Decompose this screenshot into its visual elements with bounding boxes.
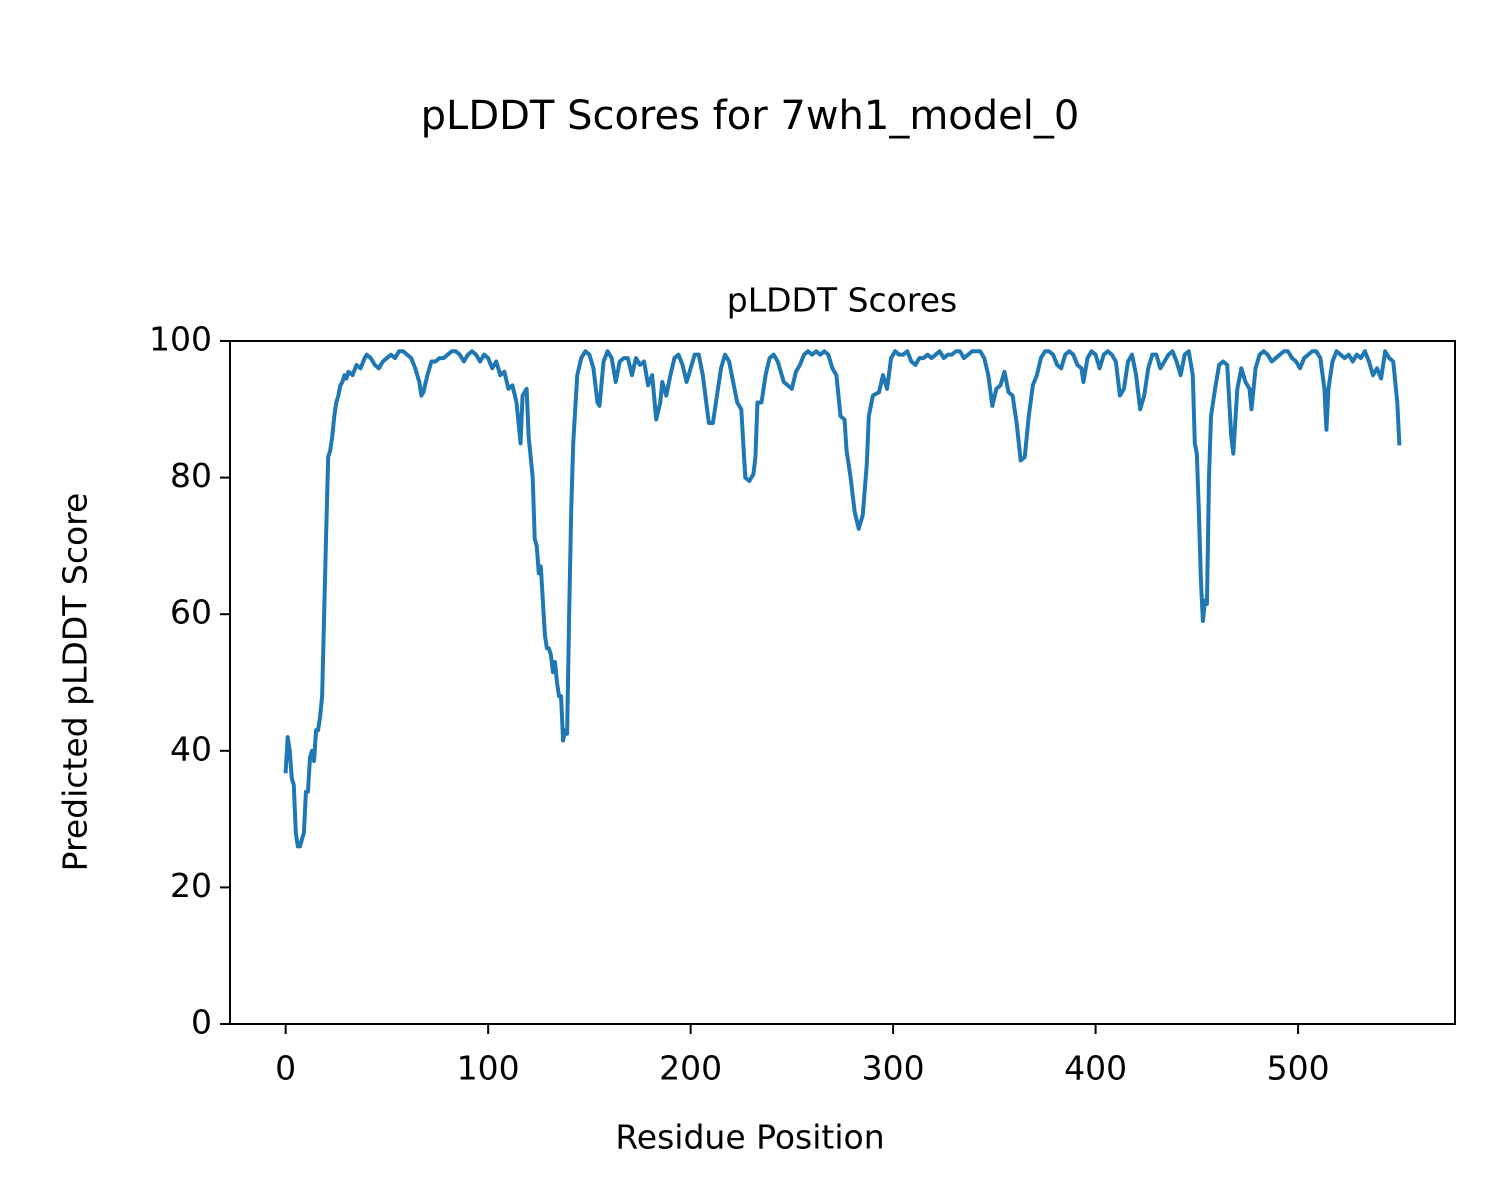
y-tick-label: 80 xyxy=(170,456,212,495)
x-axis-label: Residue Position xyxy=(615,1118,884,1157)
y-tick-label: 100 xyxy=(149,320,212,359)
y-tick-label: 20 xyxy=(170,866,212,905)
data-line xyxy=(283,349,1402,849)
axes-title: pLDDT Scores xyxy=(727,281,957,320)
x-tick-label: 300 xyxy=(862,1049,925,1088)
x-tick-label: 0 xyxy=(275,1049,296,1088)
y-tick-label: 60 xyxy=(170,593,212,632)
y-tick-label: 0 xyxy=(191,1003,212,1042)
axes-frame xyxy=(229,340,1456,1025)
y-tick-label: 40 xyxy=(170,729,212,768)
suptitle: pLDDT Scores for 7wh1_model_0 xyxy=(421,93,1080,139)
x-tick-label: 500 xyxy=(1267,1049,1330,1088)
x-tick-label: 100 xyxy=(457,1049,520,1088)
x-tick-label: 200 xyxy=(659,1049,722,1088)
x-tick-label: 400 xyxy=(1064,1049,1127,1088)
y-axis-label: Predicted pLDDT Score xyxy=(56,493,95,872)
